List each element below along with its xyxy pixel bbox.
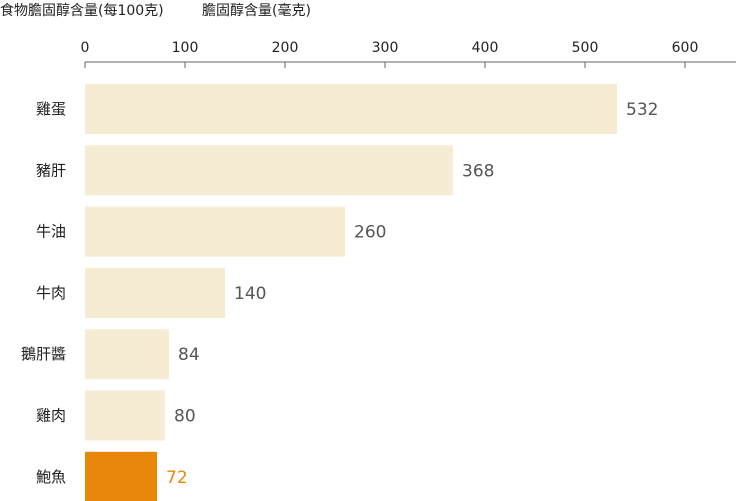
bar xyxy=(85,267,225,318)
x-tick-label: 0 xyxy=(81,40,90,56)
category-label: 雞蛋 xyxy=(36,100,66,118)
category-label: 牛油 xyxy=(36,223,66,241)
chart-title: 食物膽固醇含量(每100克) xyxy=(0,3,164,19)
bar xyxy=(85,206,345,257)
x-tick-label: 300 xyxy=(372,40,399,56)
x-tick-label: 400 xyxy=(472,40,499,56)
category-label: 鵝肝醬 xyxy=(21,345,66,363)
bar xyxy=(85,390,165,441)
category-label: 雞肉 xyxy=(36,407,66,425)
value-label: 532 xyxy=(626,100,658,120)
bar xyxy=(85,451,157,501)
chart-subtitle: 膽固醇含量(毫克) xyxy=(202,3,311,19)
x-tick-label: 600 xyxy=(672,40,699,56)
category-label: 鮑魚 xyxy=(36,468,66,486)
bar xyxy=(85,145,453,196)
category-label: 豬肝 xyxy=(36,161,66,179)
value-label: 368 xyxy=(462,161,494,181)
value-label: 260 xyxy=(354,223,386,243)
value-label: 80 xyxy=(174,407,196,427)
value-label: 140 xyxy=(234,284,266,304)
category-label: 牛肉 xyxy=(36,284,66,302)
bar xyxy=(85,84,617,134)
x-tick-label: 100 xyxy=(172,40,199,56)
value-label: 72 xyxy=(166,468,188,488)
x-tick-label: 500 xyxy=(572,40,599,56)
value-label: 84 xyxy=(178,345,200,365)
x-tick-label: 200 xyxy=(272,40,299,56)
bar xyxy=(85,329,169,380)
